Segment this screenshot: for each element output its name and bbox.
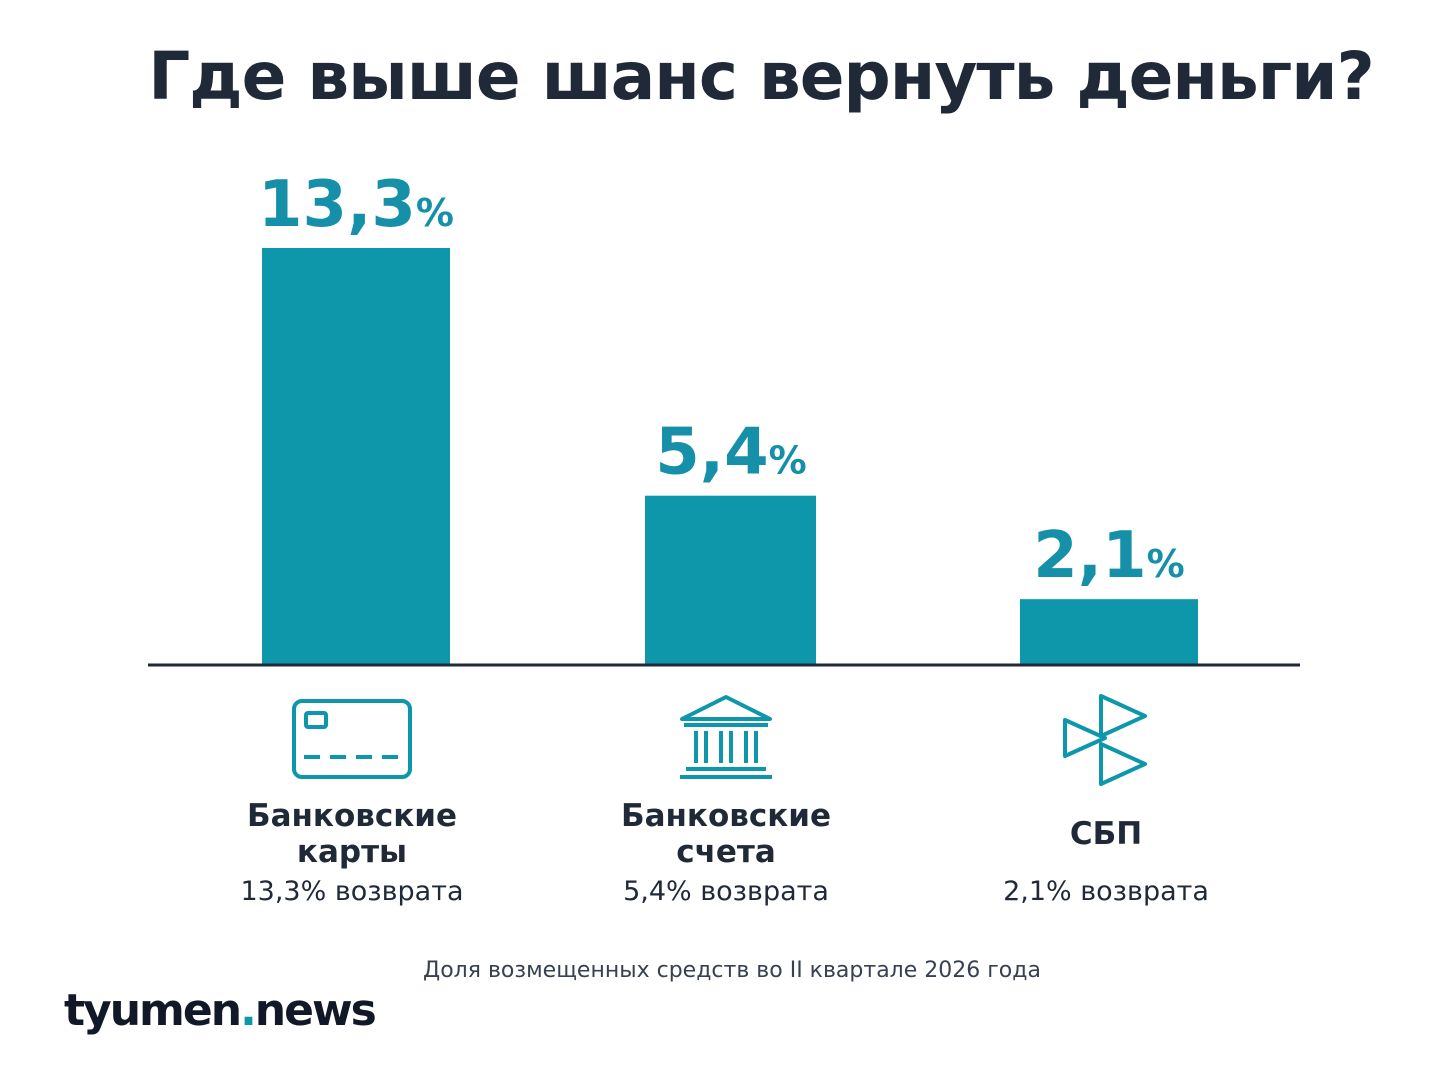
value-label-2: 5,4% [655, 416, 806, 490]
bar-2 [645, 495, 816, 665]
value-unit: % [1147, 542, 1185, 586]
value-number: 2,1 [1033, 519, 1146, 593]
category-name: Банковские карты [246, 798, 458, 870]
category-return-rate: 13,3% возврата [240, 876, 464, 907]
sbp-logo-icon [946, 692, 1266, 786]
value-labels-layer: 13,3%5,4%2,1% [258, 168, 1185, 593]
bar-1 [262, 248, 450, 665]
value-unit: % [416, 191, 454, 235]
bars-layer [262, 248, 1198, 665]
value-unit: % [769, 439, 807, 483]
category-return-rate: 2,1% возврата [1003, 876, 1209, 907]
value-number: 5,4 [655, 416, 768, 490]
brand-logo: tyumen.news [64, 985, 377, 1036]
logo-suffix: news [254, 985, 377, 1036]
category-3: СБП 2,1% возврата [946, 692, 1266, 907]
category-name: СБП [1069, 816, 1143, 852]
category-return-rate: 5,4% возврата [623, 876, 829, 907]
logo-main: tyumen [64, 985, 242, 1036]
value-number: 13,3 [258, 168, 416, 242]
bank-building-icon [566, 693, 886, 784]
category-name: Банковские счета [620, 798, 832, 870]
value-label-1: 13,3% [258, 168, 454, 242]
footnote: Доля возмещенных средств во II квартале … [423, 958, 1041, 983]
value-label-3: 2,1% [1033, 519, 1184, 593]
credit-card-icon [192, 697, 512, 784]
logo-dot: . [240, 985, 257, 1036]
category-2: Банковские счета 5,4% возврата [566, 693, 886, 907]
chart-title: Где выше шанс вернуть деньги? [148, 38, 1374, 115]
category-1: Банковские карты 13,3% возврата [192, 697, 512, 907]
bar-3 [1020, 599, 1198, 665]
